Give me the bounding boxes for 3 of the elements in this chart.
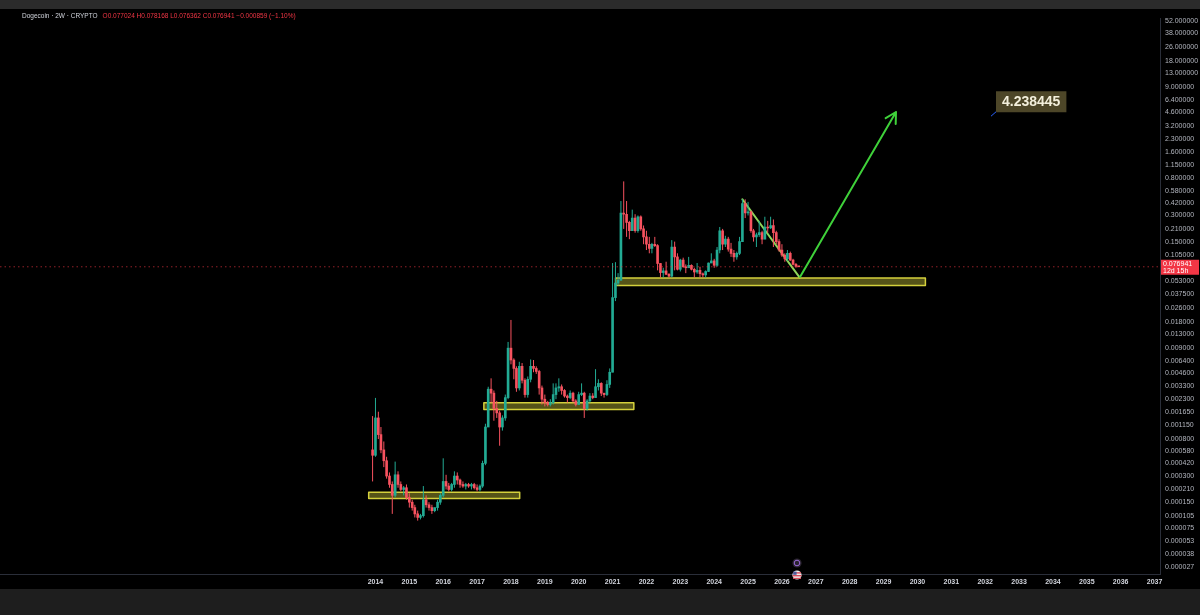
- candlestick: [371, 415, 374, 482]
- annotation: 4.238445: [1002, 93, 1061, 110]
- candlestick: [517, 361, 521, 391]
